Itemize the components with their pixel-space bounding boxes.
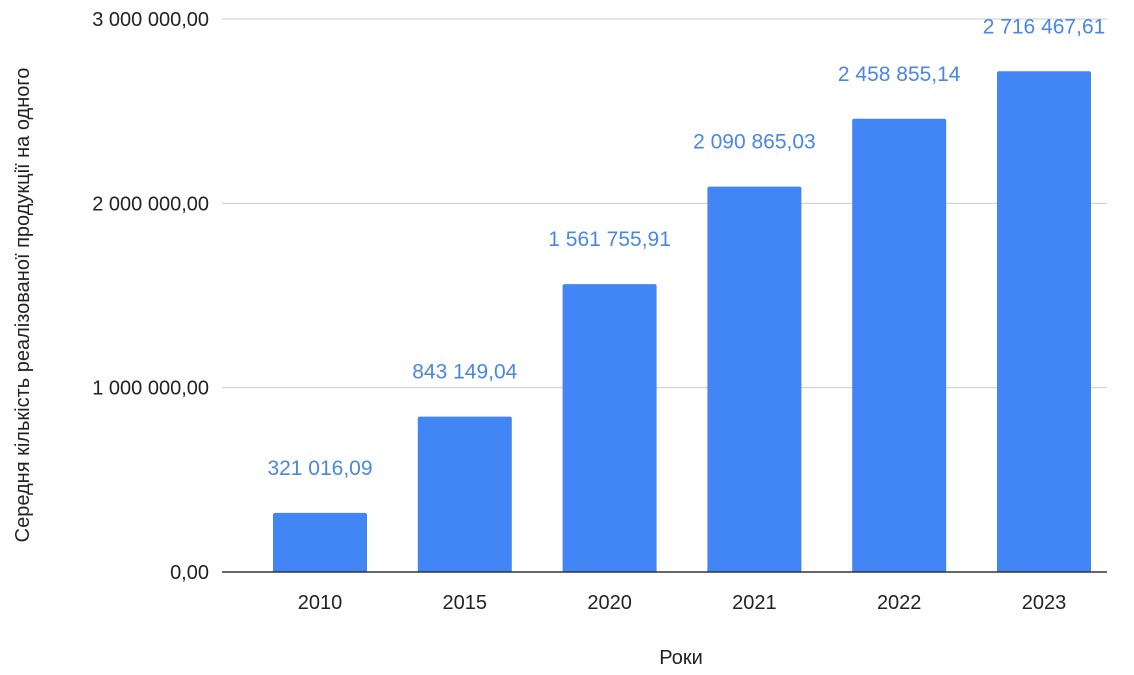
data-label: 843 149,04 bbox=[412, 361, 517, 384]
y-tick-label: 3 000 000,00 bbox=[92, 9, 209, 31]
gridlines bbox=[222, 18, 1107, 389]
bar-2020 bbox=[562, 284, 657, 572]
x-tick-label: 2022 bbox=[877, 592, 922, 614]
data-label: 321 016,09 bbox=[267, 457, 372, 480]
x-tick-label: 2015 bbox=[443, 592, 488, 614]
data-labels: 321 016,09 843 149,04 1 561 755,91 2 090 86… bbox=[267, 15, 1105, 480]
bar-2010 bbox=[273, 512, 367, 572]
bar-2021 bbox=[707, 186, 802, 573]
x-tick-label: 2021 bbox=[732, 592, 777, 614]
y-tick-label: 0,00 bbox=[170, 562, 209, 584]
x-tick-label: 2023 bbox=[1022, 592, 1067, 614]
y-tick-labels: 0,00 1 000 000,00 2 000 000,00 3 000 000,00 bbox=[92, 9, 209, 584]
y-axis-title: Середня кількість реалізованої продукції… bbox=[12, 68, 34, 543]
x-tick-labels: 2010 2015 2020 2021 2022 2023 bbox=[298, 592, 1067, 614]
y-tick-label: 1 000 000,00 bbox=[92, 378, 209, 400]
x-tick-label: 2010 bbox=[298, 592, 343, 614]
x-tick-label: 2020 bbox=[587, 592, 632, 614]
bars bbox=[273, 71, 1091, 573]
bar-2015 bbox=[417, 416, 512, 572]
x-axis-title: Роки bbox=[659, 647, 703, 669]
data-label: 2 090 865,03 bbox=[693, 131, 816, 154]
y-tick-label: 2 000 000,00 bbox=[92, 193, 209, 215]
data-label: 2 458 855,14 bbox=[838, 63, 961, 86]
bar-2023 bbox=[997, 71, 1091, 573]
data-label: 2 716 467,61 bbox=[983, 15, 1106, 38]
data-label: 1 561 755,91 bbox=[548, 228, 671, 251]
bar-2022 bbox=[852, 118, 947, 572]
